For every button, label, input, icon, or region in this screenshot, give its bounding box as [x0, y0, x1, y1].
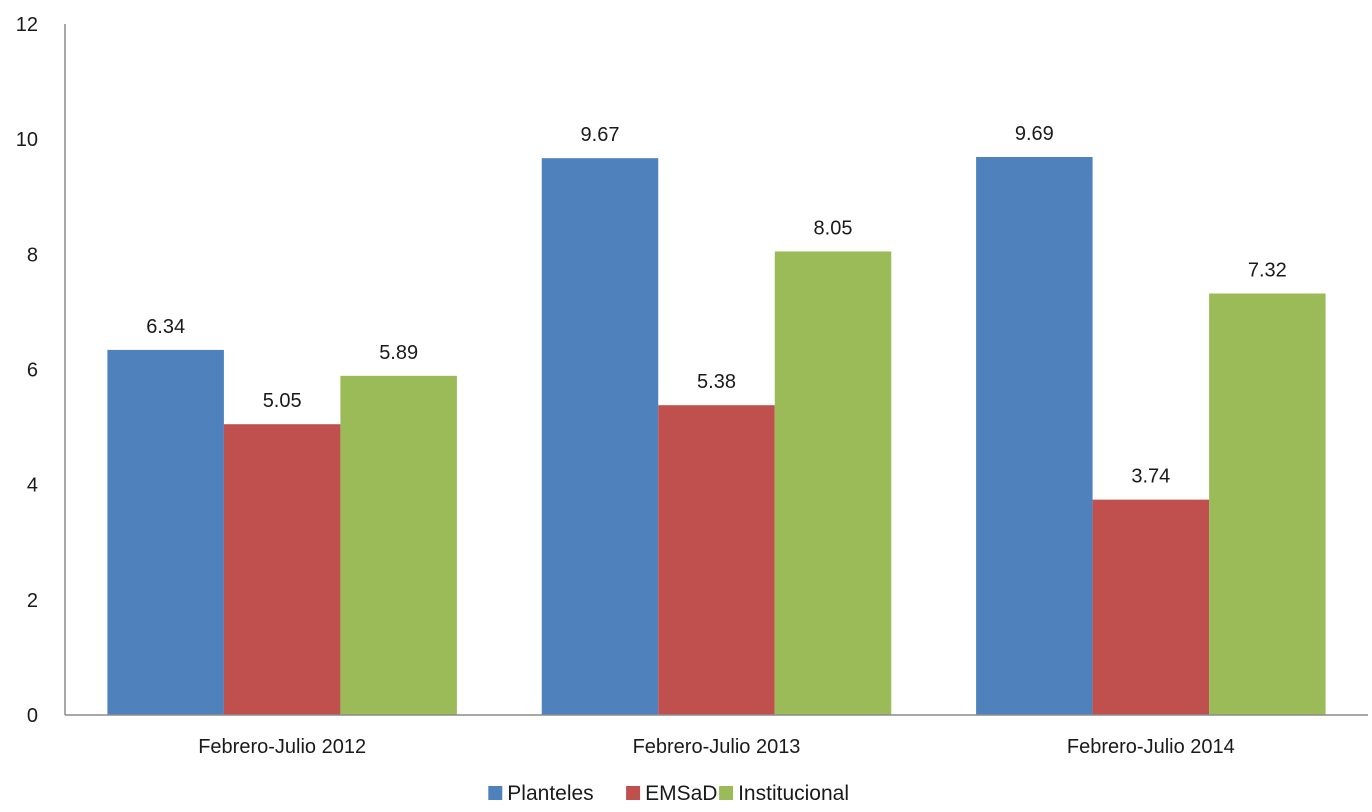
- y-tick-label: 4: [27, 475, 38, 497]
- data-label: 3.74: [1131, 466, 1170, 488]
- y-tick-label: 10: [16, 129, 38, 151]
- bar-emsad-2: [658, 405, 775, 715]
- x-tick-label: Febrero-Julio 2012: [198, 736, 366, 758]
- y-tick-label: 8: [27, 244, 38, 266]
- bars: [107, 157, 1326, 715]
- data-label: 6.34: [146, 316, 185, 338]
- y-tick-label: 6: [27, 360, 38, 382]
- bar-emsad-1: [223, 424, 341, 715]
- y-tick-label: 2: [27, 590, 38, 612]
- bar-institucional-3: [1209, 293, 1326, 715]
- data-label: 5.05: [263, 390, 302, 412]
- legend-swatch-institucional: [719, 786, 734, 800]
- data-label: 9.67: [581, 124, 620, 146]
- y-tick-label: 12: [16, 14, 38, 36]
- data-label: 7.32: [1248, 259, 1287, 281]
- legend-label-emsad: EMSaD: [645, 782, 717, 805]
- legend-swatch-planteles: [488, 786, 503, 800]
- bar-emsad-3: [1092, 499, 1210, 715]
- y-axis-ticks: 0 2 4 6 8 10 12: [16, 14, 38, 727]
- legend-label-planteles: Planteles: [507, 782, 593, 805]
- data-label: 8.05: [814, 217, 853, 239]
- x-tick-label: Febrero-Julio 2013: [633, 736, 801, 758]
- axes: [64, 24, 1368, 716]
- y-tick-label: 0: [27, 705, 38, 727]
- x-axis-ticks: Febrero-Julio 2012 Febrero-Julio 2013 Febr…: [198, 736, 1235, 758]
- legend-label-institucional: Institucional: [738, 782, 849, 805]
- data-label: 5.89: [379, 342, 418, 364]
- data-label: 9.69: [1015, 123, 1054, 145]
- legend: Planteles EMSaD Institucional: [488, 782, 849, 805]
- x-tick-label: Febrero-Julio 2014: [1067, 736, 1235, 758]
- bar-institucional-2: [774, 251, 892, 715]
- bar-planteles-1: [107, 349, 224, 715]
- bar-planteles-3: [976, 157, 1093, 715]
- data-label: 5.38: [697, 371, 736, 393]
- data-labels: 6.34 5.05 5.89 9.67 5.38 8.05 9.69 3.74 7.32: [146, 123, 1287, 488]
- bar-institucional-1: [340, 375, 457, 715]
- bar-planteles-2: [541, 158, 659, 715]
- legend-swatch-emsad: [626, 786, 641, 800]
